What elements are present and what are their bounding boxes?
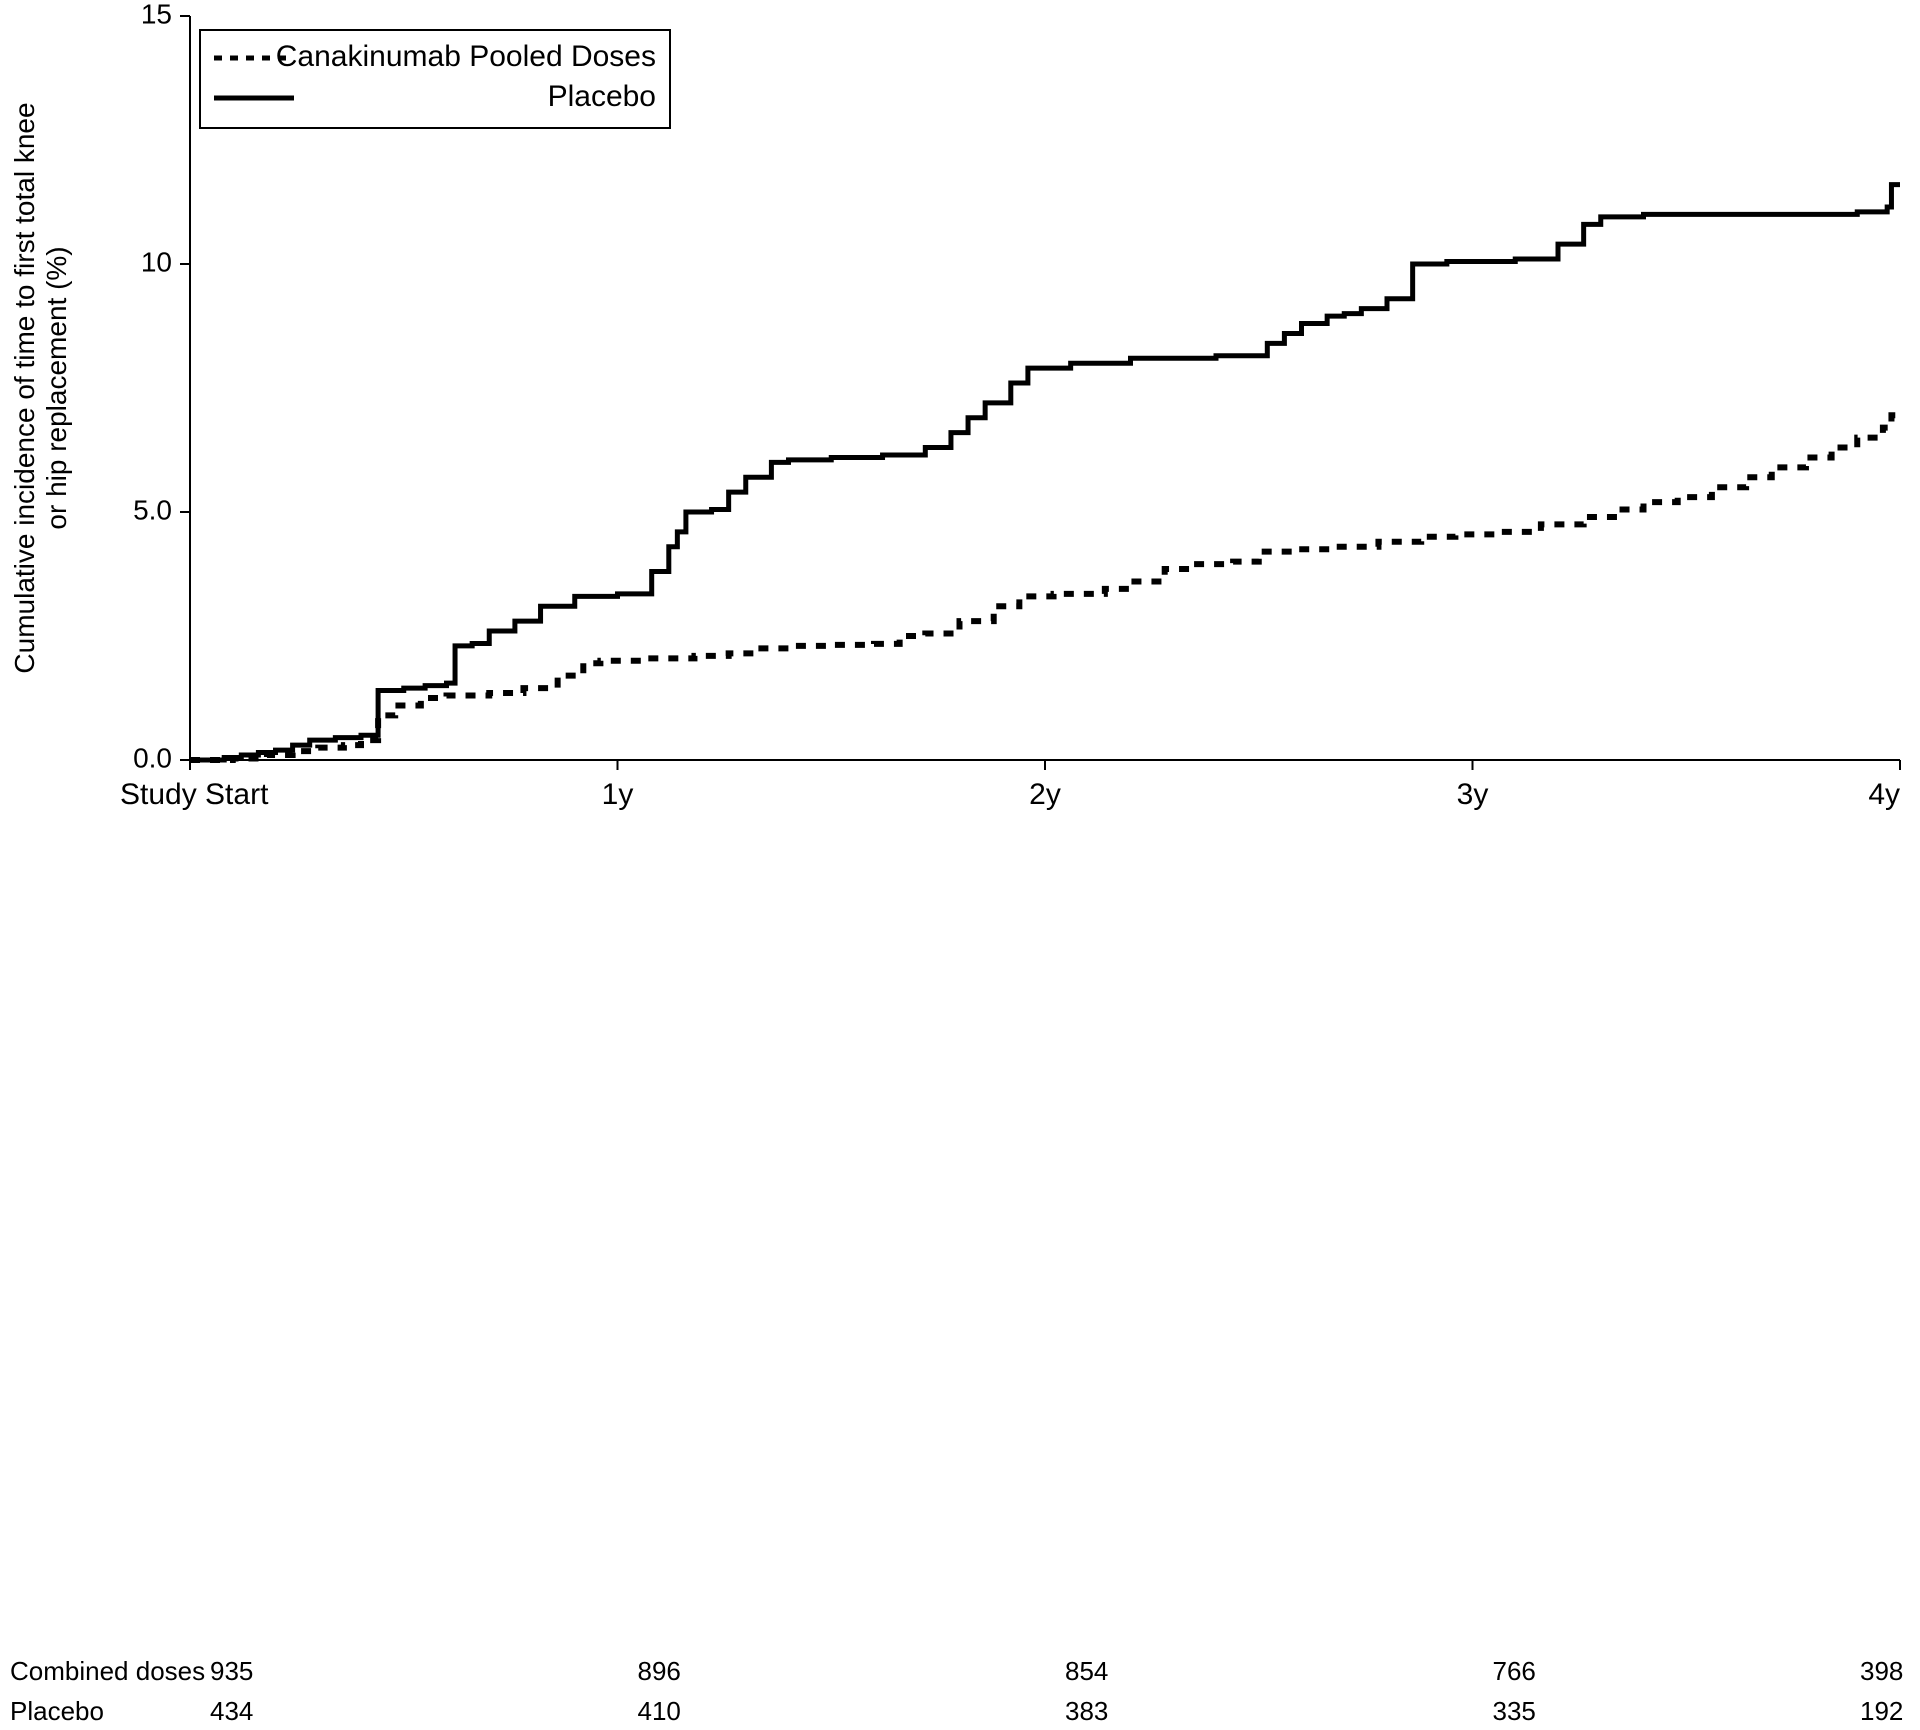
risk-cell: 335: [1493, 1696, 1536, 1727]
y-tick-label: 0.0: [133, 742, 172, 773]
risk-cell: 854: [1065, 1656, 1108, 1687]
x-tick-label: Study Start: [120, 778, 269, 811]
risk-row: Combined doses935 896 854 766 398: [0, 1656, 1920, 1690]
x-tick-label: 1y: [602, 778, 634, 811]
y-tick-label: 10: [141, 246, 172, 277]
legend-label: Placebo: [548, 80, 656, 113]
y-tick-label: 15: [141, 0, 172, 29]
y-tick-label: 5.0: [133, 494, 172, 525]
risk-row: Placebo 434 410 383 335 192: [0, 1696, 1920, 1730]
risk-cell: 398: [1860, 1656, 1903, 1687]
series-placebo: [190, 185, 1900, 760]
chart-container: { "chart": { "type": "line", "background…: [0, 0, 1920, 915]
risk-cell: 410: [638, 1696, 681, 1727]
x-tick-label: 3y: [1457, 778, 1489, 811]
risk-cell: 383: [1065, 1696, 1108, 1727]
risk-cell: 434: [210, 1696, 253, 1727]
x-tick-label: 2y: [1029, 778, 1061, 811]
risk-cell: 896: [638, 1656, 681, 1687]
x-tick-label: 4y: [1868, 778, 1900, 811]
risk-row-label: Placebo: [10, 1696, 104, 1727]
legend-label: Canakinumab Pooled Doses: [276, 40, 656, 73]
svg-text:Cumulative incidence of time t: Cumulative incidence of time to first to…: [9, 102, 72, 673]
risk-cell: 935: [210, 1656, 253, 1687]
risk-cell: 192: [1860, 1696, 1903, 1727]
y-axis-label: Cumulative incidence of time to first to…: [9, 102, 72, 673]
series-canakinumab-pooled-doses: [190, 415, 1900, 760]
risk-row-label: Combined doses: [10, 1656, 205, 1687]
risk-cell: 766: [1493, 1656, 1536, 1687]
km-chart: 0.0 5.0 10 15 Study Start 1y 2y 3y 4y Cumulative …: [0, 0, 1920, 820]
